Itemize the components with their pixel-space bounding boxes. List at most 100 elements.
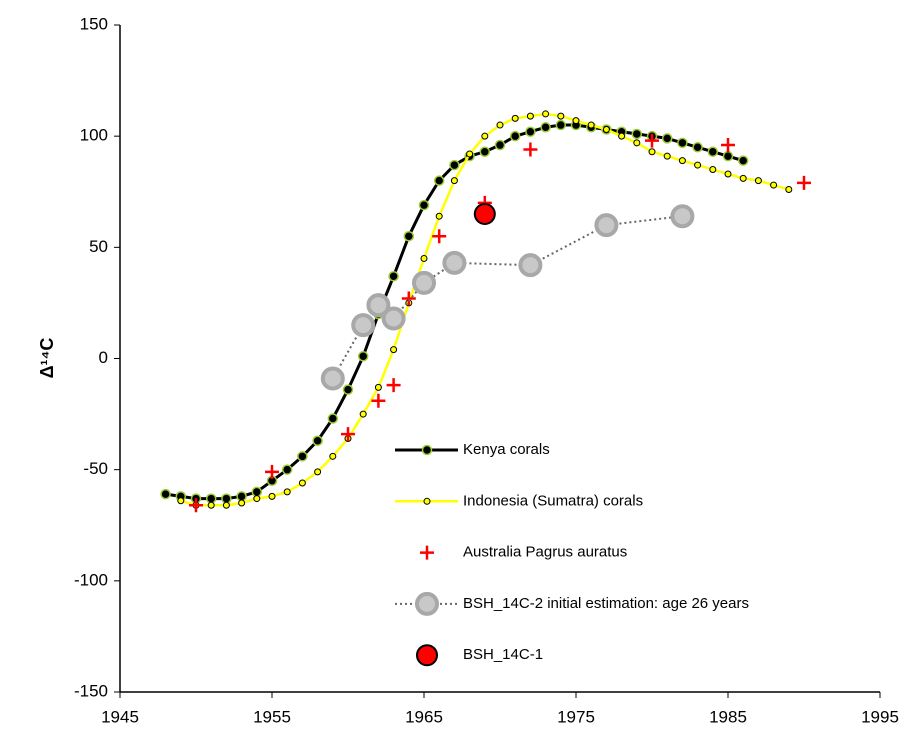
data-point bbox=[298, 479, 306, 487]
data-point bbox=[238, 499, 246, 507]
legend-marker bbox=[421, 444, 433, 456]
legend-marker bbox=[420, 545, 434, 560]
data-point bbox=[770, 181, 778, 189]
y-tick-label: -50 bbox=[83, 459, 108, 478]
data-point bbox=[526, 112, 534, 120]
x-tick-label: 1975 bbox=[557, 707, 595, 726]
data-point bbox=[366, 293, 391, 318]
data-point bbox=[205, 493, 217, 504]
legend-label: BSH_14C-1 bbox=[463, 646, 543, 663]
data-point bbox=[221, 493, 232, 504]
data-point bbox=[283, 488, 291, 496]
data-point bbox=[473, 202, 496, 225]
data-point bbox=[678, 157, 686, 165]
data-point bbox=[479, 146, 491, 157]
data-point bbox=[374, 383, 382, 391]
data-point bbox=[587, 121, 595, 129]
data-point bbox=[297, 451, 308, 462]
data-point bbox=[314, 468, 322, 476]
data-point bbox=[386, 378, 401, 393]
data-point bbox=[737, 155, 749, 166]
data-point bbox=[633, 139, 641, 147]
legend-label: Kenya corals bbox=[463, 441, 550, 458]
data-point bbox=[442, 250, 467, 275]
data-point bbox=[341, 427, 355, 442]
data-point bbox=[401, 291, 416, 306]
data-point bbox=[420, 254, 428, 262]
data-point bbox=[739, 174, 747, 182]
data-point bbox=[253, 495, 261, 503]
data-point bbox=[694, 161, 702, 169]
data-point bbox=[351, 313, 376, 338]
legend-label: Australia Pagrus auratus bbox=[463, 544, 627, 561]
data-point bbox=[523, 142, 538, 157]
data-point bbox=[670, 204, 695, 229]
data-point bbox=[555, 119, 567, 131]
data-point bbox=[189, 498, 203, 513]
data-point bbox=[540, 122, 551, 133]
data-point bbox=[327, 413, 339, 424]
data-point bbox=[722, 150, 734, 162]
data-point bbox=[236, 491, 247, 502]
data-point bbox=[797, 175, 811, 190]
data-point bbox=[251, 486, 263, 498]
data-point bbox=[450, 177, 458, 185]
data-point bbox=[754, 177, 762, 185]
data-point bbox=[509, 130, 521, 142]
legend-label: Indonesia (Sumatra) corals bbox=[463, 492, 643, 509]
data-point bbox=[312, 435, 323, 447]
x-tick-label: 1965 bbox=[405, 707, 443, 726]
data-point bbox=[511, 114, 519, 122]
data-point bbox=[390, 346, 398, 354]
data-point bbox=[525, 126, 536, 137]
data-point bbox=[707, 146, 719, 157]
data-point bbox=[466, 150, 474, 158]
data-point bbox=[357, 351, 369, 362]
data-point bbox=[412, 270, 436, 295]
data-point bbox=[602, 125, 610, 133]
data-point bbox=[435, 212, 443, 220]
data-point bbox=[433, 175, 445, 186]
data-point bbox=[160, 488, 171, 500]
data-point bbox=[661, 133, 673, 144]
data-point bbox=[177, 497, 185, 505]
data-point bbox=[494, 139, 506, 151]
data-point bbox=[648, 148, 656, 156]
data-point bbox=[418, 199, 430, 211]
y-tick-label: 0 bbox=[99, 348, 108, 367]
data-point bbox=[631, 128, 643, 140]
data-point bbox=[663, 152, 671, 160]
y-tick-label: 150 bbox=[80, 14, 108, 33]
data-point bbox=[342, 384, 354, 395]
data-point bbox=[618, 132, 626, 140]
y-tick-label: 50 bbox=[89, 237, 108, 256]
data-point bbox=[268, 492, 276, 500]
data-point bbox=[320, 366, 345, 391]
data-point bbox=[359, 410, 367, 418]
data-point bbox=[265, 464, 279, 479]
data-point bbox=[281, 464, 293, 475]
data-point bbox=[645, 133, 659, 148]
data-point bbox=[572, 117, 580, 125]
data-point bbox=[481, 132, 489, 140]
data-point bbox=[542, 110, 550, 118]
legend-label: BSH_14C-2 initial estimation: age 26 yea… bbox=[463, 595, 749, 612]
data-point bbox=[557, 112, 565, 120]
y-tick-label: -100 bbox=[74, 570, 108, 589]
data-point bbox=[371, 393, 386, 408]
data-point bbox=[496, 121, 504, 129]
legend-marker bbox=[423, 497, 431, 505]
data-point bbox=[381, 306, 406, 331]
legend-marker bbox=[415, 591, 439, 616]
data-point bbox=[677, 137, 688, 149]
data-point bbox=[207, 501, 215, 509]
data-point bbox=[222, 501, 230, 509]
data-point bbox=[724, 170, 732, 178]
data-point bbox=[388, 270, 399, 282]
data-point bbox=[432, 229, 447, 244]
data-point bbox=[709, 166, 717, 174]
y-tick-label: 100 bbox=[80, 126, 108, 145]
x-tick-label: 1955 bbox=[253, 707, 291, 726]
data-point bbox=[329, 452, 337, 460]
